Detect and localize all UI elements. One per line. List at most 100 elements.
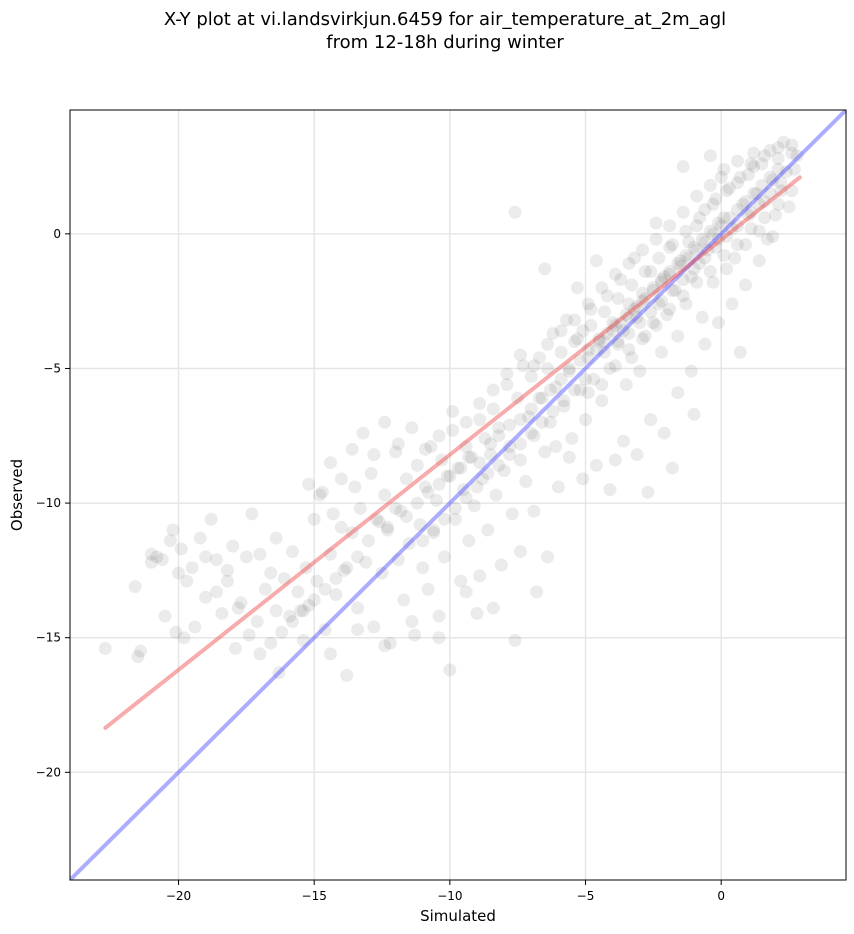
data-point: [323, 456, 337, 470]
data-point: [473, 396, 487, 410]
data-point: [644, 413, 658, 427]
data-point: [307, 593, 321, 607]
data-point: [673, 259, 687, 273]
data-point: [570, 332, 584, 346]
data-point: [766, 173, 780, 187]
data-point: [470, 480, 484, 494]
data-point: [711, 216, 725, 230]
data-point: [744, 157, 758, 171]
data-point: [619, 378, 633, 392]
data-point: [690, 275, 704, 289]
data-point: [611, 335, 625, 349]
data-point: [763, 186, 777, 200]
data-point: [703, 265, 717, 279]
data-point: [234, 596, 248, 610]
data-point: [730, 176, 744, 190]
data-point: [351, 623, 365, 637]
data-point: [717, 162, 731, 176]
data-point: [652, 251, 666, 265]
data-point: [465, 450, 479, 464]
data-point: [638, 329, 652, 343]
data-point: [676, 273, 690, 287]
data-point: [296, 604, 310, 618]
data-point: [581, 386, 595, 400]
data-point: [508, 633, 522, 647]
data-point: [340, 668, 354, 682]
data-point: [595, 394, 609, 408]
data-point: [633, 316, 647, 330]
data-point: [264, 636, 278, 650]
data-point: [424, 440, 438, 454]
data-point: [380, 520, 394, 534]
data-point: [432, 477, 446, 491]
data-point: [315, 485, 329, 499]
data-point: [131, 650, 145, 664]
data-point: [432, 429, 446, 443]
data-point: [787, 162, 801, 176]
data-point: [711, 232, 725, 246]
data-point: [402, 536, 416, 550]
data-point: [383, 636, 397, 650]
data-point: [573, 383, 587, 397]
data-point: [486, 402, 500, 416]
data-point: [454, 461, 468, 475]
data-point: [500, 367, 514, 381]
data-point: [527, 359, 541, 373]
data-point: [229, 641, 243, 655]
data-point: [473, 569, 487, 583]
data-point: [394, 504, 408, 518]
data-point: [134, 644, 148, 658]
data-point: [652, 297, 666, 311]
data-point: [421, 485, 435, 499]
data-point: [486, 383, 500, 397]
data-point: [318, 623, 332, 637]
data-point: [500, 378, 514, 392]
data-point: [505, 507, 519, 521]
data-point: [416, 561, 430, 575]
data-point: [785, 138, 799, 152]
data-point: [220, 563, 234, 577]
data-point: [665, 461, 679, 475]
data-point: [565, 431, 579, 445]
data-point: [720, 230, 734, 244]
data-point: [608, 359, 622, 373]
data-point: [739, 278, 753, 292]
data-point: [771, 141, 785, 155]
data-point: [649, 318, 663, 332]
data-point: [481, 523, 495, 537]
x-tick-label: −15: [302, 889, 327, 903]
data-point: [646, 283, 660, 297]
data-point: [630, 310, 644, 324]
data-point: [277, 571, 291, 585]
data-point: [758, 149, 772, 163]
data-point: [722, 181, 736, 195]
data-point: [736, 197, 750, 211]
data-point: [739, 195, 753, 209]
data-point: [408, 628, 422, 642]
data-point: [755, 157, 769, 171]
data-point: [641, 485, 655, 499]
data-point: [636, 332, 650, 346]
data-point: [215, 606, 229, 620]
data-point: [625, 278, 639, 292]
data-point: [706, 197, 720, 211]
data-point: [285, 545, 299, 559]
data-point: [210, 553, 224, 567]
data-point: [242, 628, 256, 642]
data-point: [679, 297, 693, 311]
data-point: [701, 243, 715, 257]
data-point: [210, 585, 224, 599]
data-point: [323, 647, 337, 661]
data-point: [747, 160, 761, 174]
data-point: [687, 262, 701, 276]
data-point: [581, 297, 595, 311]
data-point: [711, 316, 725, 330]
data-point: [771, 162, 785, 176]
data-point: [671, 386, 685, 400]
y-axis-label: Observed: [8, 459, 26, 531]
data-point: [543, 415, 557, 429]
data-point: [239, 550, 253, 564]
data-point: [703, 178, 717, 192]
data-point: [771, 197, 785, 211]
data-point: [375, 566, 389, 580]
